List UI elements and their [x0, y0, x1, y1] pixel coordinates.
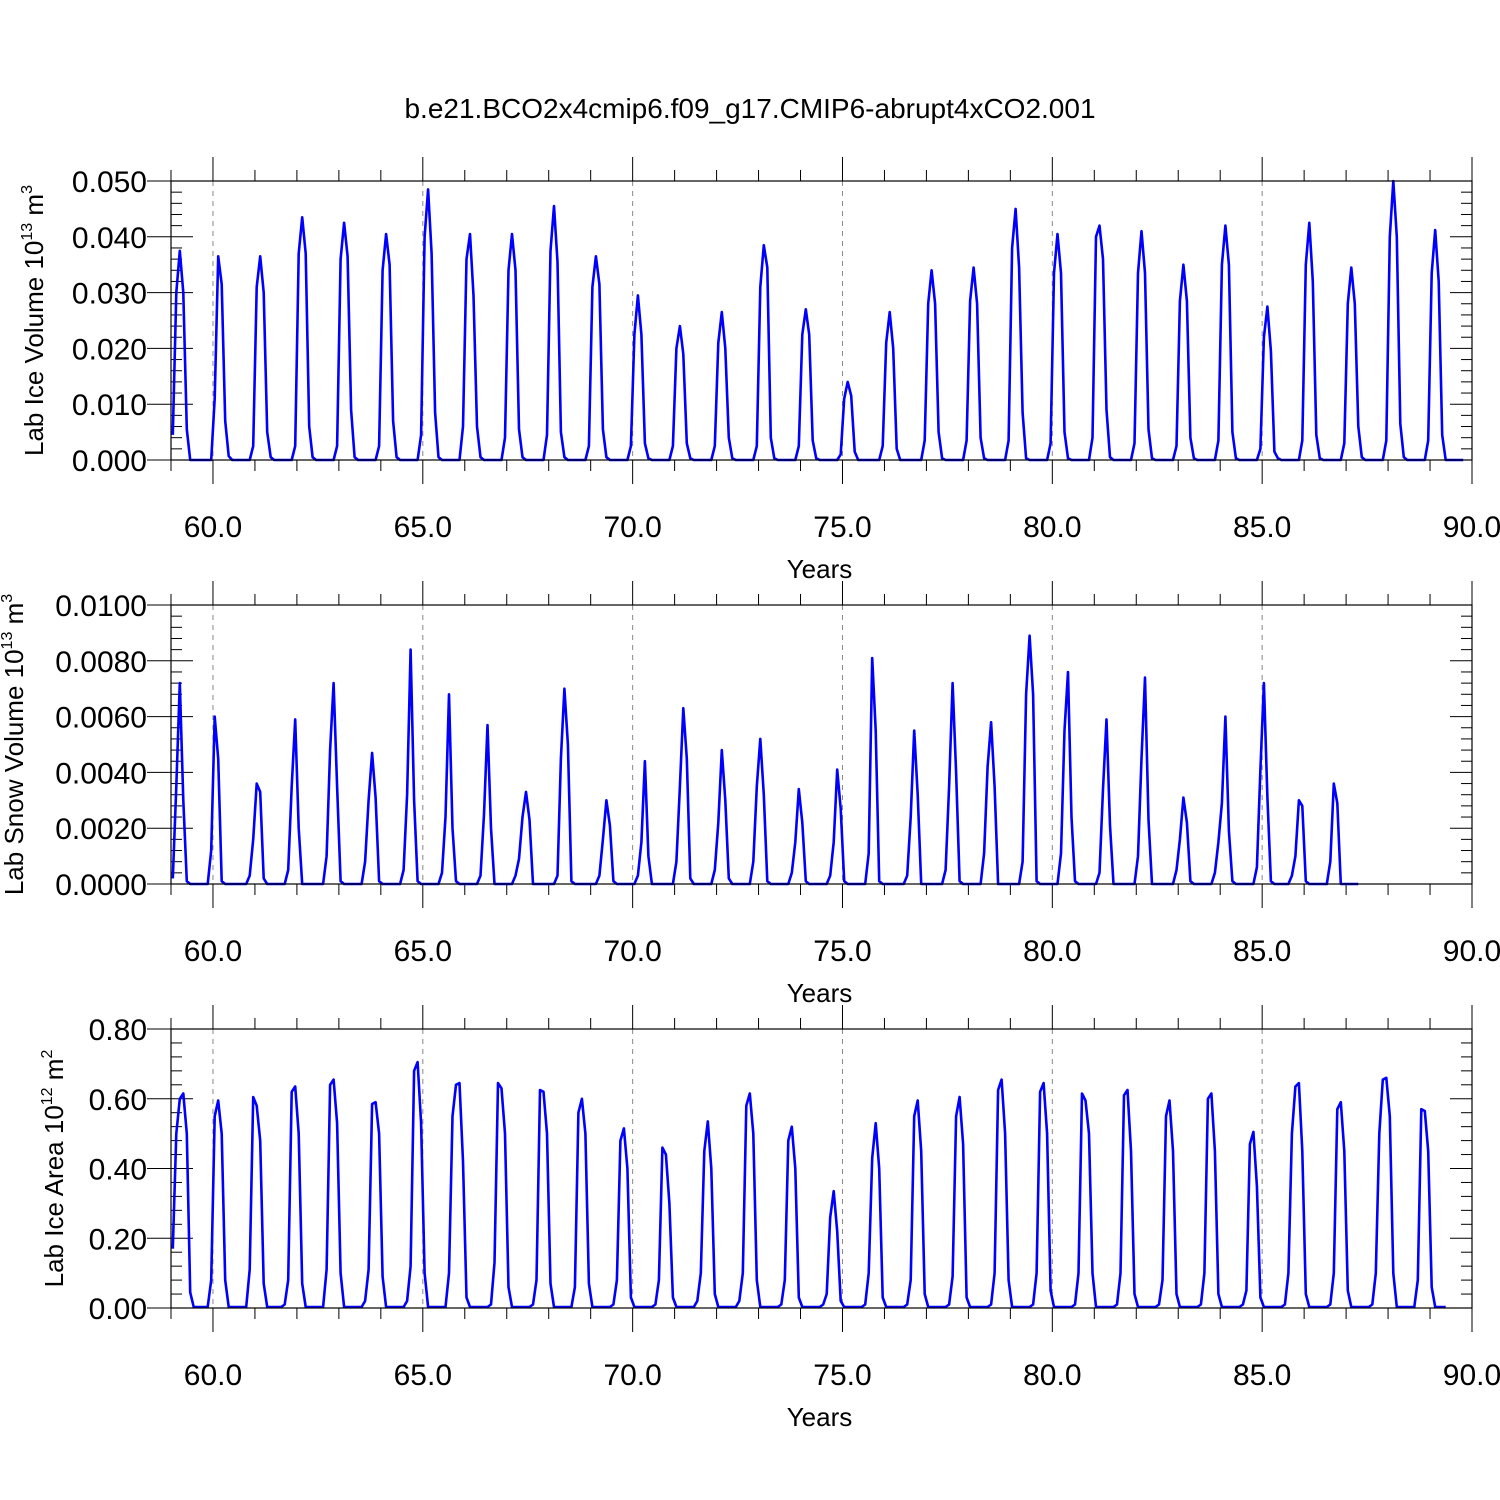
series-line	[171, 179, 1464, 462]
x-axis-label: Years	[787, 1402, 853, 1432]
x-tick-label: 80.0	[1023, 511, 1081, 544]
panel-1: 0.000 0.010 0.020 0.030 0.040 0.050 60.0 65.0 70…	[19, 157, 1500, 584]
y-axis-label: Lab Ice Volume 1013 m3	[19, 185, 49, 456]
x-tick-label: 70.0	[603, 935, 661, 968]
plot-frame	[170, 180, 1473, 461]
y-axis-label: Lab Snow Volume 1013 m3	[0, 594, 29, 895]
y-axis-label: Lab Ice Area 1012 m2	[39, 1050, 69, 1288]
x-tick-label: 75.0	[813, 1359, 871, 1392]
y-tick-label: 0.000	[72, 445, 147, 478]
x-tick-label: 65.0	[394, 1359, 452, 1392]
y-tick-label: 0.0000	[55, 869, 147, 902]
x-tick-label: 65.0	[394, 511, 452, 544]
y-tick-label: 0.20	[89, 1223, 147, 1256]
y-tick-label: 0.0060	[55, 702, 147, 735]
x-tick-label: 80.0	[1023, 935, 1081, 968]
y-tick-label: 0.0080	[55, 646, 147, 679]
x-tick-label: 60.0	[184, 511, 242, 544]
x-tick-label: 75.0	[813, 935, 871, 968]
plot-frame	[170, 1028, 1473, 1309]
x-axis-label: Years	[787, 554, 853, 584]
x-axis-label: Years	[787, 978, 853, 1008]
panel-2: 0.0000 0.0020 0.0040 0.0060 0.0080 0.0100 60.0…	[0, 581, 1500, 1008]
y-tick-label: 0.020	[72, 333, 147, 366]
x-tick-label: 90.0	[1443, 1359, 1500, 1392]
x-tick-label: 75.0	[813, 511, 871, 544]
panels: 0.000 0.010 0.020 0.030 0.040 0.050 60.0 65.0 70…	[0, 157, 1500, 1432]
y-tick-label: 0.0040	[55, 757, 147, 790]
y-tick-label: 0.0020	[55, 813, 147, 846]
y-tick-label: 0.030	[72, 278, 147, 311]
y-tick-label: 0.80	[89, 1014, 147, 1047]
series-line	[171, 1060, 1446, 1309]
x-tick-label: 85.0	[1233, 1359, 1291, 1392]
y-tick-label: 0.0100	[55, 590, 147, 623]
plot-frame	[170, 604, 1473, 885]
y-tick-label: 0.60	[89, 1084, 147, 1117]
y-tick-label: 0.40	[89, 1154, 147, 1187]
x-tick-label: 85.0	[1233, 935, 1291, 968]
x-tick-label: 90.0	[1443, 511, 1500, 544]
series-line	[171, 634, 1359, 886]
x-tick-label: 80.0	[1023, 1359, 1081, 1392]
x-tick-label: 65.0	[394, 935, 452, 968]
x-tick-label: 85.0	[1233, 511, 1291, 544]
y-tick-label: 0.050	[72, 166, 147, 199]
y-tick-label: 0.040	[72, 222, 147, 255]
x-tick-label: 60.0	[184, 935, 242, 968]
y-tick-label: 0.010	[72, 389, 147, 422]
x-tick-label: 90.0	[1443, 935, 1500, 968]
y-tick-label: 0.00	[89, 1293, 147, 1326]
panel-3: 0.00 0.20 0.40 0.60 0.80 60.0 65.0 70.0 75.0 80.0…	[39, 1005, 1500, 1432]
x-tick-label: 60.0	[184, 1359, 242, 1392]
chart-title: b.e21.BCO2x4cmip6.f09_g17.CMIP6-abrupt4x…	[404, 93, 1095, 124]
x-tick-label: 70.0	[603, 511, 661, 544]
x-tick-label: 70.0	[603, 1359, 661, 1392]
